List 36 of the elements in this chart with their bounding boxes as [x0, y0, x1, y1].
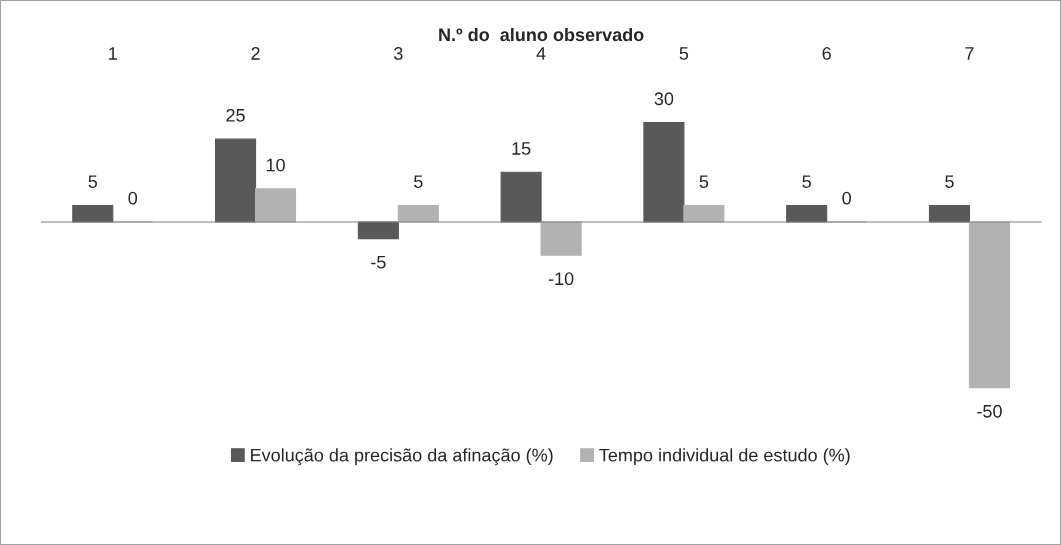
data-label: 5 [699, 175, 709, 188]
bar [786, 204, 828, 223]
bar [72, 204, 114, 223]
bar [357, 221, 399, 240]
data-label: -10 [548, 272, 574, 286]
bar [968, 221, 1010, 389]
x-tick-label: 5 [679, 47, 689, 60]
data-label: 5 [414, 175, 423, 188]
legend-label: Evolução da precisão da afinação (%) [251, 448, 553, 466]
bar [643, 122, 685, 223]
data-label: 30 [654, 92, 674, 106]
data-label: 0 [842, 191, 851, 205]
data-label: -50 [977, 404, 1002, 418]
data-label: 25 [226, 108, 245, 122]
data-label: 0 [128, 191, 138, 205]
x-tick-label: 4 [536, 47, 546, 60]
data-label: 15 [512, 142, 531, 155]
bar [397, 204, 439, 223]
x-axis-title: N.º do aluno observado [439, 27, 644, 42]
data-label: 5 [802, 175, 811, 188]
bar [500, 171, 542, 223]
x-tick-label: 2 [251, 47, 260, 60]
bar [928, 204, 971, 223]
bar [540, 221, 582, 256]
legend-label: Tempo individual de estudo (%) [599, 448, 850, 466]
bar [683, 204, 725, 223]
x-tick-label: 1 [109, 47, 117, 60]
data-label: 5 [88, 175, 98, 188]
data-label: 5 [945, 175, 954, 188]
x-tick-label: 6 [822, 47, 831, 60]
data-label: -5 [371, 255, 386, 269]
data-label: 10 [266, 158, 285, 172]
bar [215, 138, 257, 223]
bar [254, 188, 297, 223]
x-tick-label: 7 [965, 47, 974, 60]
x-tick-label: 3 [394, 47, 403, 60]
